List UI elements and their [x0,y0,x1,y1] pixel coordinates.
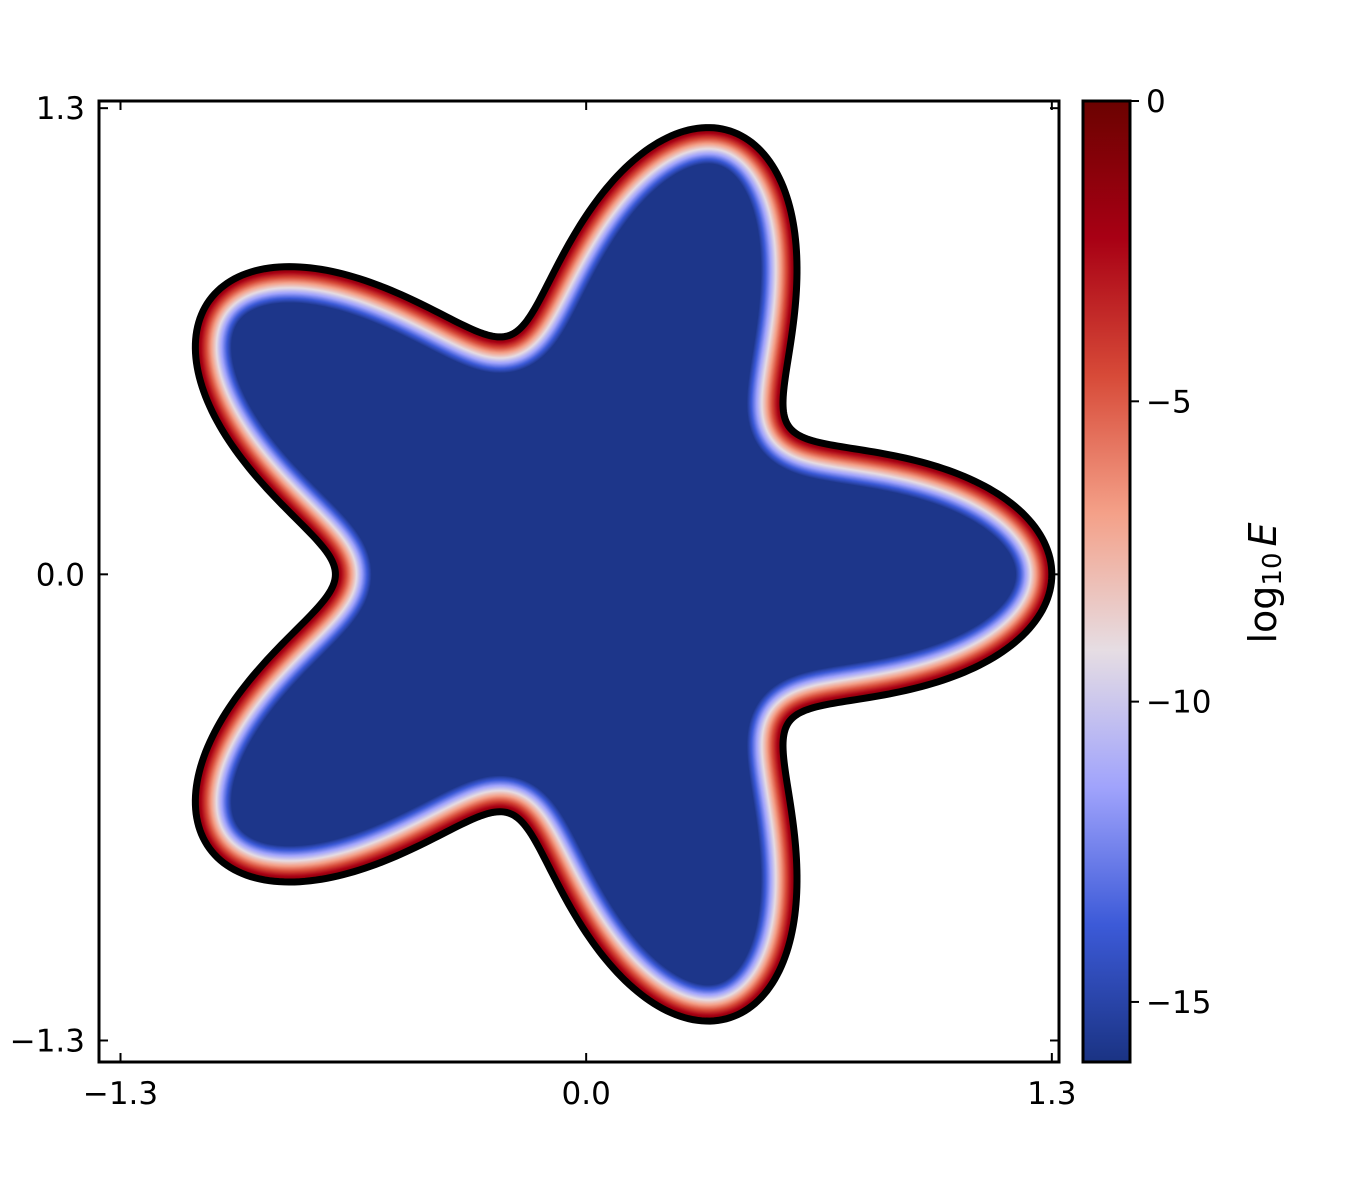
colorbar-tick-label: −5 [1146,384,1192,420]
y-tick-label: 1.3 [36,91,85,127]
heatmap-band [231,163,1017,986]
colorbar: 0 −5 −10 −15 log10 E [1081,84,1288,1064]
x-axis: −1.3 0.0 1.3 [83,101,1076,1112]
plot-area: −1.3 0.0 1.3 −1.3 0.0 1.3 [10,91,1077,1112]
x-tick-label: −1.3 [83,1076,158,1112]
y-tick-label: 0.0 [36,557,85,593]
colorbar-tick-label: −15 [1146,985,1211,1021]
colorbar-gradient [1083,101,1130,1062]
colorbar-label: log10 E [1241,522,1288,643]
colorbar-tick-label: 0 [1146,84,1166,120]
boundary-outline [191,124,1056,1025]
colorbar-frame [1081,99,1132,1064]
x-tick-label: 1.3 [1027,1076,1076,1112]
colorbar-tick-label: −10 [1146,685,1211,721]
colorbar-ticks: 0 −5 −10 −15 [1130,84,1211,1021]
y-axis: −1.3 0.0 1.3 [10,91,1059,1059]
y-tick-label: −1.3 [10,1023,85,1059]
x-tick-label: 0.0 [562,1076,611,1112]
colorbar-label-subscript: 10 [1258,552,1288,585]
colorbar-label-variable: E [1241,522,1285,546]
heatmap-layers [195,127,1052,1022]
colorbar-label-log: log [1241,586,1285,644]
plot-frame [97,99,1061,1064]
